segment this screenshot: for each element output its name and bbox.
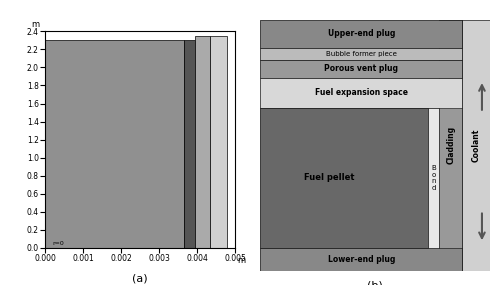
Text: Lower-end plug: Lower-end plug [328,255,395,264]
Text: Coolant: Coolant [472,129,480,162]
Bar [260,108,428,248]
Bar [260,48,462,60]
Bar [45,40,184,248]
Bar [462,20,490,271]
Text: (b): (b) [367,281,383,285]
Bar [260,248,462,271]
Bar [195,36,210,248]
Text: r=0: r=0 [52,241,64,246]
Bar [260,20,462,48]
Text: Upper-end plug: Upper-end plug [328,29,395,38]
Bar [210,36,228,248]
Bar [440,20,462,271]
Bar [184,40,195,248]
Text: Fuel expansion space: Fuel expansion space [314,88,408,97]
Bar [428,108,440,248]
Text: m: m [32,20,40,29]
Bar [260,60,462,78]
Text: m: m [237,256,245,265]
Text: B
o
n
d: B o n d [432,165,436,191]
Bar [260,78,462,108]
Text: (a): (a) [132,273,148,283]
Text: Bubble former piece: Bubble former piece [326,51,396,57]
Text: Porous vent plug: Porous vent plug [324,64,398,73]
Text: Cladding: Cladding [446,126,456,164]
Text: Fuel pellet: Fuel pellet [304,174,354,182]
